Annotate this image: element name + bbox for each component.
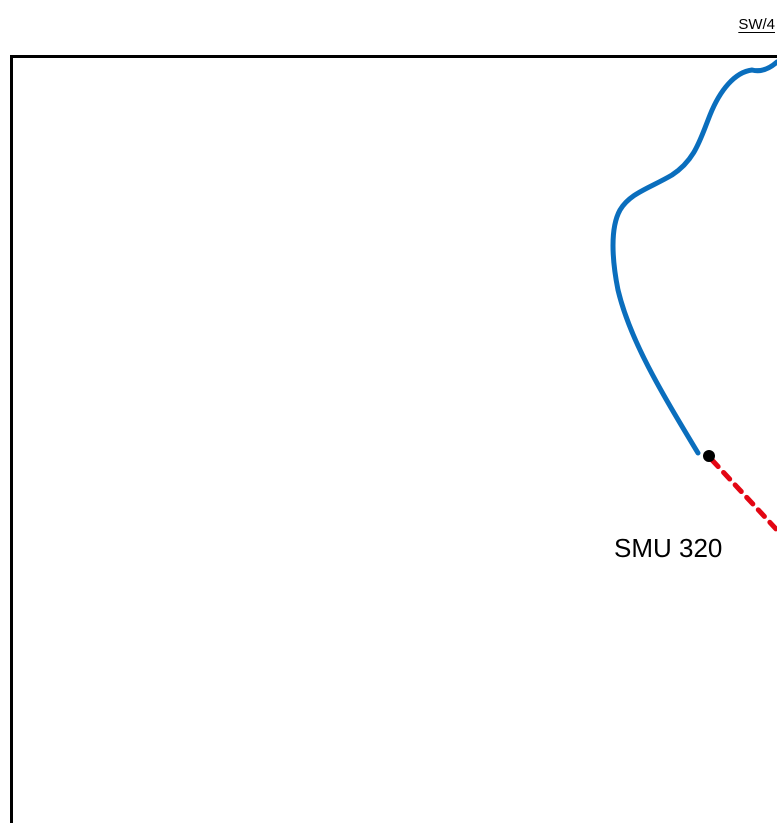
unit-label: SMU 320: [614, 533, 723, 563]
sheet-reference: SW/4: [738, 16, 775, 33]
dashed-boundary-line: [709, 457, 777, 533]
route-line: [610, 59, 777, 456]
marker-point-icon: [703, 450, 715, 462]
map-frame: [10, 55, 777, 823]
